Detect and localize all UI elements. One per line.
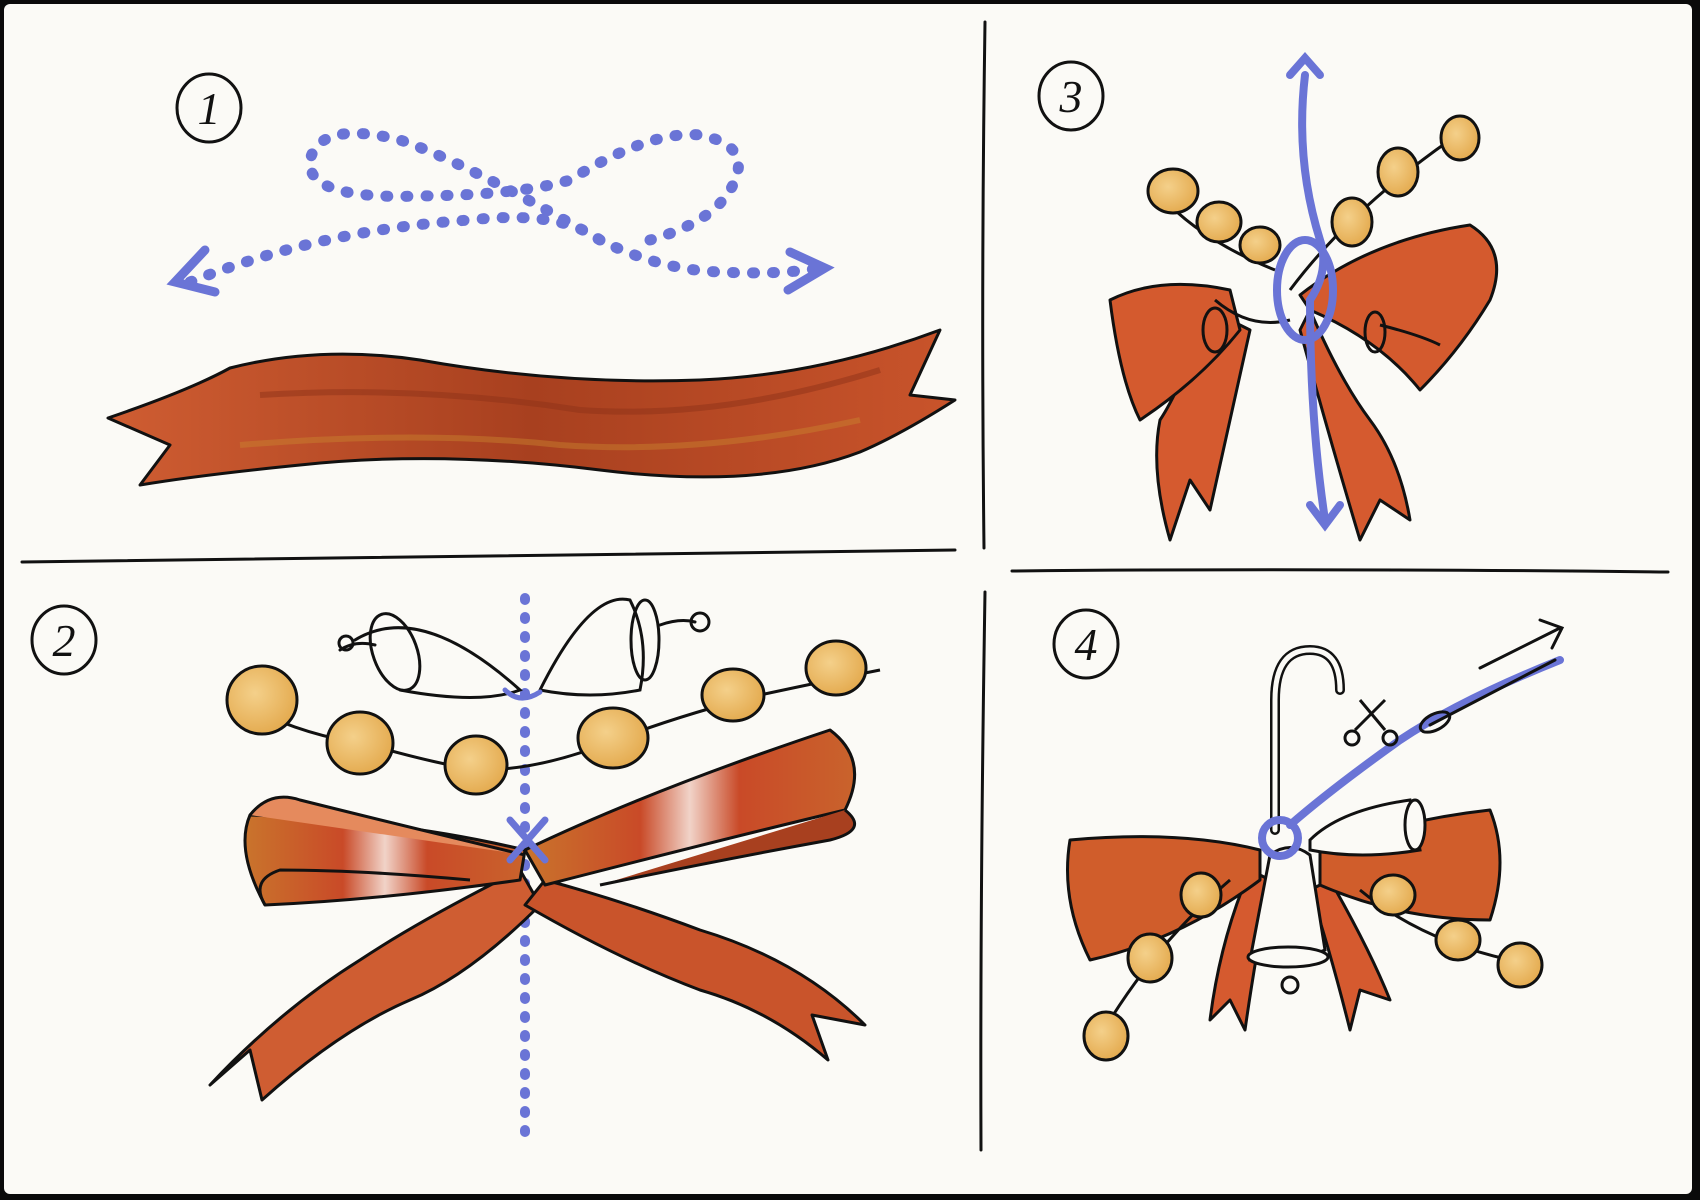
hanging-wire-icon	[1273, 51, 1344, 532]
step-2-badge: 2	[30, 604, 98, 676]
bow-guide-dotted-icon	[166, 127, 835, 297]
bead-sprays-icon	[1082, 871, 1544, 1062]
bell-pair-icon	[337, 597, 711, 701]
divider-right-horizontal	[1010, 568, 1670, 574]
bow-with-tails-icon	[1108, 223, 1499, 542]
step-3-number: 3	[1059, 71, 1083, 122]
panel-dividers	[20, 20, 1670, 1152]
side-bell-icon	[1308, 798, 1427, 857]
divider-bottom-vertical	[979, 590, 987, 1152]
step-3-panel: 3	[1037, 51, 1499, 542]
tie-knot-mark-icon	[506, 816, 549, 864]
ribbon-strip-icon	[106, 328, 957, 487]
bell-pair-icon	[1201, 298, 1441, 354]
step-4-badge: 4	[1052, 608, 1120, 680]
center-bell-icon	[1246, 846, 1330, 995]
divider-top-vertical	[981, 20, 987, 550]
bow-icon	[208, 728, 867, 1102]
cut-wire-icon	[1286, 656, 1564, 829]
needle-icon	[1418, 658, 1557, 734]
bead-sprays-icon	[1146, 114, 1481, 291]
step-4-panel: 4	[1052, 608, 1565, 1062]
step-3-badge: 3	[1037, 60, 1105, 132]
step-2-panel: 2	[30, 593, 881, 1145]
bead-garland-icon	[225, 639, 881, 796]
scissors-icon	[1343, 698, 1399, 747]
step-4-number: 4	[1075, 619, 1098, 670]
arrow-icon	[1478, 618, 1565, 670]
step-2-number: 2	[53, 615, 76, 666]
step-1-number: 1	[198, 83, 221, 134]
divider-left-horizontal	[20, 548, 957, 564]
step-1-badge: 1	[175, 72, 243, 144]
wire-knot-icon	[1258, 816, 1302, 860]
step-1-panel: 1	[106, 72, 957, 487]
